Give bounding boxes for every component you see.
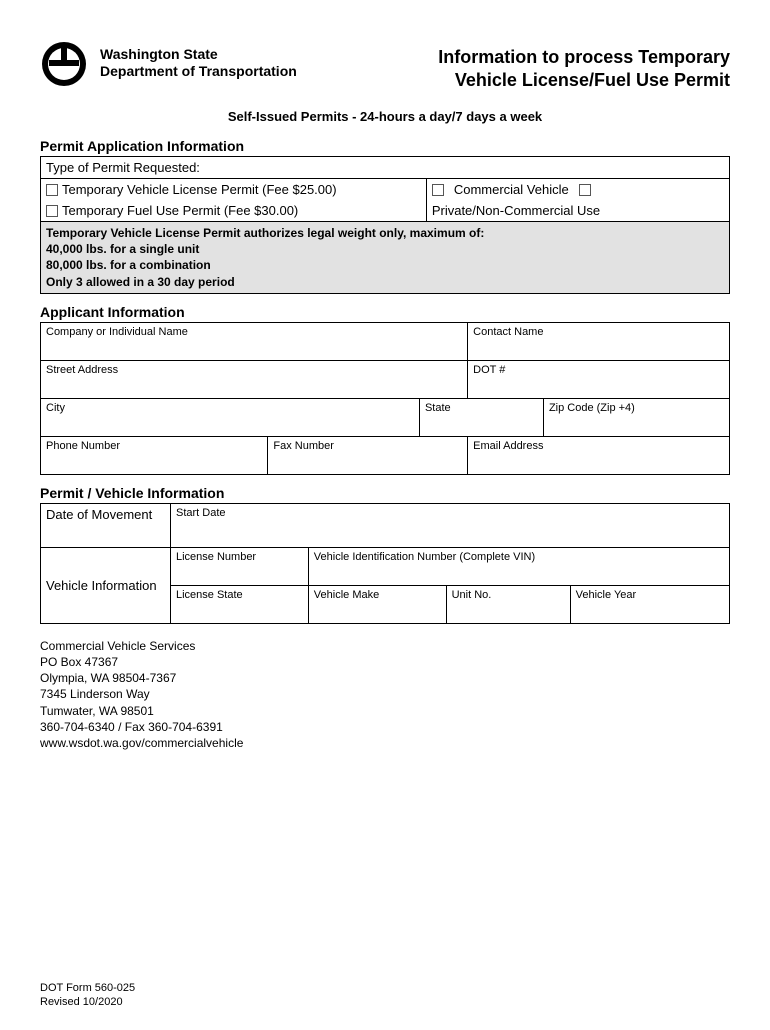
- section-vehicle: Permit / Vehicle Information: [40, 485, 730, 501]
- field-fax[interactable]: Fax Number: [268, 436, 468, 474]
- permit-option-1-cell: Temporary Vehicle License Permit (Fee $2…: [41, 179, 427, 201]
- type-of-permit-label: Type of Permit Requested:: [41, 157, 730, 179]
- field-phone[interactable]: Phone Number: [41, 436, 268, 474]
- applicant-table: Company or Individual Name Contact Name …: [40, 322, 730, 475]
- org-line1: Washington State: [100, 46, 297, 63]
- contact-line6: 360-704-6340 / Fax 360-704-6391: [40, 719, 730, 735]
- permit-right-cell: Commercial Vehicle Private/Non-Commercia…: [426, 179, 729, 222]
- field-license-number[interactable]: License Number: [171, 547, 309, 585]
- section-applicant: Applicant Information: [40, 304, 730, 320]
- note-line3: 80,000 lbs. for a combination: [46, 257, 724, 273]
- field-street[interactable]: Street Address: [41, 360, 468, 398]
- section-permit-app: Permit Application Information: [40, 138, 730, 154]
- checkbox-private-noncommercial[interactable]: [579, 184, 591, 196]
- permit-option-3: Commercial Vehicle: [454, 182, 569, 197]
- checkbox-commercial-vehicle[interactable]: [432, 184, 444, 196]
- footer-line2: Revised 10/2020: [40, 995, 730, 1009]
- note-line2: 40,000 lbs. for a single unit: [46, 241, 724, 257]
- page-title: Information to process Temporary Vehicle…: [438, 46, 730, 91]
- permit-option-2: Temporary Fuel Use Permit (Fee $30.00): [62, 203, 298, 218]
- label-vehicle-info: Vehicle Information: [41, 547, 171, 623]
- field-vehicle-year[interactable]: Vehicle Year: [570, 585, 729, 623]
- subtitle: Self-Issued Permits - 24-hours a day/7 d…: [40, 109, 730, 124]
- contact-line5: Tumwater, WA 98501: [40, 703, 730, 719]
- contact-block: Commercial Vehicle Services PO Box 47367…: [40, 638, 730, 751]
- field-email[interactable]: Email Address: [468, 436, 730, 474]
- note-line4: Only 3 allowed in a 30 day period: [46, 274, 724, 290]
- title-line1: Information to process Temporary: [438, 46, 730, 69]
- title-line2: Vehicle License/Fuel Use Permit: [438, 69, 730, 92]
- field-zip[interactable]: Zip Code (Zip +4): [543, 398, 729, 436]
- org-name: Washington State Department of Transport…: [100, 46, 297, 80]
- field-company[interactable]: Company or Individual Name: [41, 322, 468, 360]
- vehicle-table: Date of Movement Start Date Vehicle Info…: [40, 503, 730, 624]
- label-date-movement: Date of Movement: [41, 503, 171, 547]
- field-unit-no[interactable]: Unit No.: [446, 585, 570, 623]
- field-vin[interactable]: Vehicle Identification Number (Complete …: [308, 547, 729, 585]
- field-license-state[interactable]: License State: [171, 585, 309, 623]
- field-dot[interactable]: DOT #: [468, 360, 730, 398]
- contact-line4: 7345 Linderson Way: [40, 686, 730, 702]
- field-state[interactable]: State: [419, 398, 543, 436]
- checkbox-temp-fuel-use[interactable]: [46, 205, 58, 217]
- note-line1: Temporary Vehicle License Permit authori…: [46, 225, 724, 241]
- field-contact[interactable]: Contact Name: [468, 322, 730, 360]
- page-header: Washington State Department of Transport…: [40, 40, 730, 91]
- contact-line1: Commercial Vehicle Services: [40, 638, 730, 654]
- permit-note-cell: Temporary Vehicle License Permit authori…: [41, 222, 730, 294]
- permit-option-1: Temporary Vehicle License Permit (Fee $2…: [62, 182, 337, 197]
- footer-line1: DOT Form 560-025: [40, 981, 730, 995]
- field-vehicle-make[interactable]: Vehicle Make: [308, 585, 446, 623]
- wsdot-logo-icon: [40, 40, 88, 91]
- permit-app-table: Type of Permit Requested: Temporary Vehi…: [40, 156, 730, 294]
- org-line2: Department of Transportation: [100, 63, 297, 80]
- contact-line7: www.wsdot.wa.gov/commercialvehicle: [40, 735, 730, 751]
- permit-option-2-cell: Temporary Fuel Use Permit (Fee $30.00): [41, 200, 427, 222]
- field-start-date[interactable]: Start Date: [171, 503, 730, 547]
- field-city[interactable]: City: [41, 398, 420, 436]
- permit-option-4: Private/Non-Commercial Use: [432, 203, 600, 218]
- contact-line3: Olympia, WA 98504-7367: [40, 670, 730, 686]
- checkbox-temp-vehicle-license[interactable]: [46, 184, 58, 196]
- form-footer: DOT Form 560-025 Revised 10/2020: [40, 981, 730, 1010]
- contact-line2: PO Box 47367: [40, 654, 730, 670]
